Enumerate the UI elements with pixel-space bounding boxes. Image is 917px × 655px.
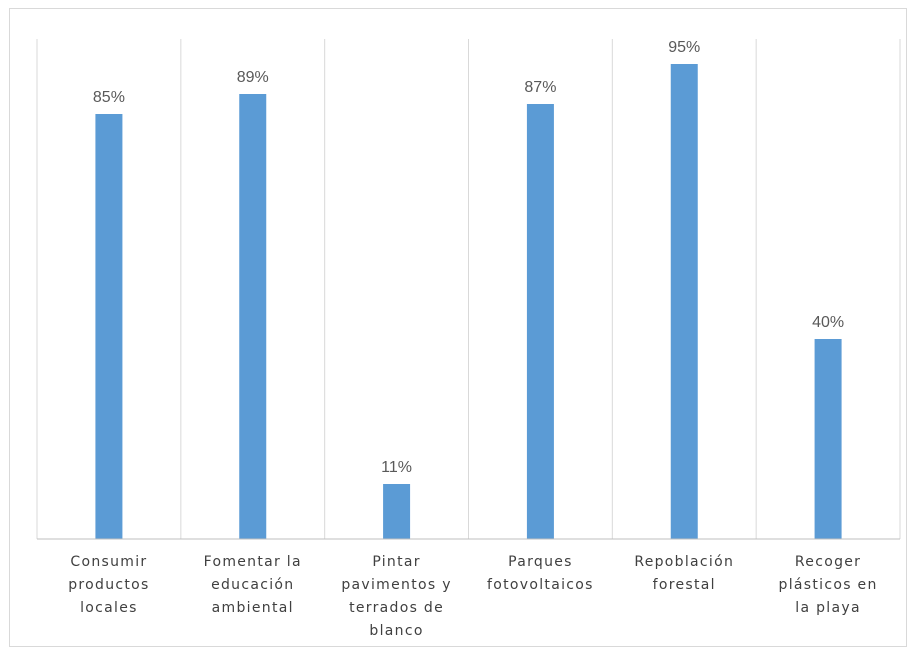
data-labels: 85% 89% 11% 87% 95% 40% — [93, 39, 844, 476]
category-label-line: fotovoltaicos — [487, 577, 594, 593]
category-labels: Consumir productos locales Fomentar la educa… — [68, 554, 878, 639]
category-label: Consumir productos locales — [68, 554, 149, 616]
category-label-line: Fomentar la — [204, 554, 302, 570]
category-label-line: locales — [80, 600, 138, 616]
data-label: 11% — [381, 459, 412, 476]
category-label-line: Consumir — [70, 554, 147, 570]
bar-chart: 85% 89% 11% 87% 95% 40% Consumir productos loca… — [36, 39, 901, 639]
category-label-line: pavimentos y — [341, 577, 451, 593]
category-label-line: forestal — [653, 577, 716, 593]
category-label-line: Pintar — [372, 554, 421, 570]
category-label-line: blanco — [369, 623, 423, 639]
data-label: 95% — [668, 39, 700, 56]
category-label-line: plásticos en — [779, 577, 878, 593]
bar — [239, 94, 267, 539]
category-label-line: educación — [211, 577, 294, 593]
bar — [526, 104, 554, 539]
bars — [95, 64, 842, 539]
category-label-line: Repoblación — [634, 554, 734, 570]
category-label: Pintar pavimentos y terrados de blanco — [341, 554, 451, 639]
chart-frame: 85% 89% 11% 87% 95% 40% Consumir productos loca… — [9, 8, 907, 647]
category-label: Repoblación forestal — [634, 554, 734, 593]
category-label: Parques fotovoltaicos — [487, 554, 594, 593]
category-label-line: ambiental — [212, 600, 294, 616]
category-label-line: Recoger — [795, 554, 861, 570]
category-label-line: Parques — [508, 554, 573, 570]
data-label: 40% — [812, 314, 844, 331]
bar — [814, 339, 842, 539]
bar — [670, 64, 698, 539]
category-label-line: terrados de — [349, 600, 444, 616]
data-label: 87% — [524, 79, 556, 96]
category-label: Fomentar la educación ambiental — [204, 554, 302, 616]
bar — [95, 114, 123, 539]
category-label-line: la playa — [795, 600, 861, 616]
category-separators — [36, 39, 901, 539]
data-label: 85% — [93, 89, 125, 106]
bar — [383, 484, 411, 539]
category-label: Recoger plásticos en la playa — [779, 554, 878, 616]
data-label: 89% — [237, 69, 269, 86]
category-label-line: productos — [68, 577, 149, 593]
